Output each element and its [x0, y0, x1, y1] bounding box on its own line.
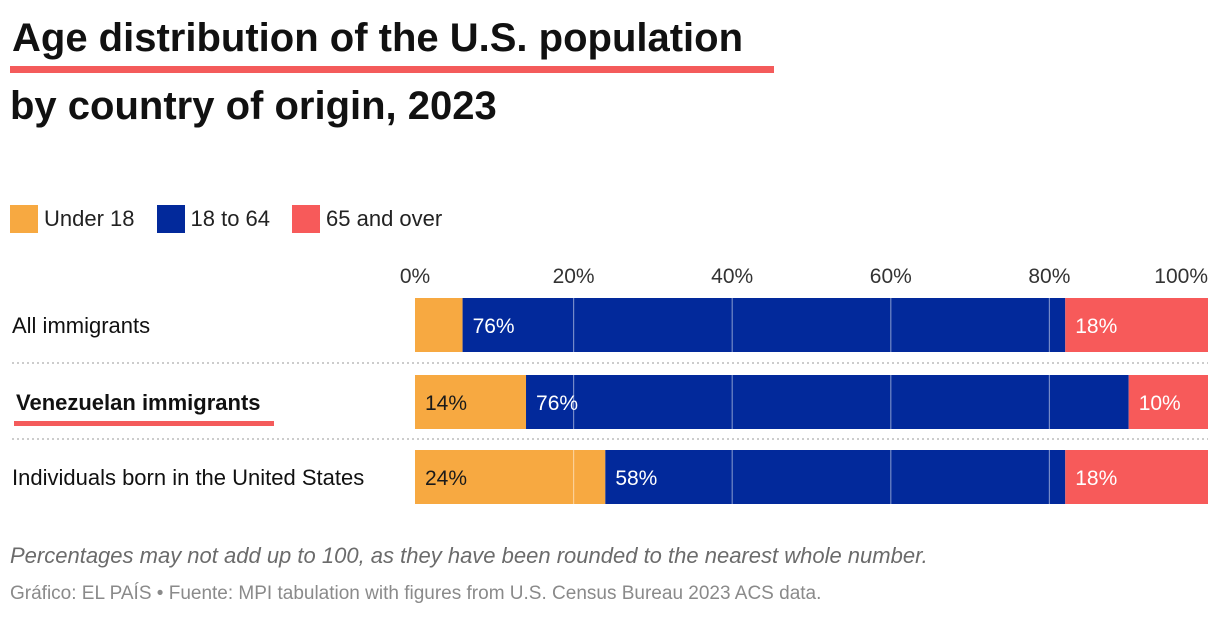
chart-title-line-1: Age distribution of the U.S. population: [12, 16, 744, 60]
category-highlight-underline: [14, 421, 274, 426]
category-label-individuals-born-in-the-united-states: Individuals born in the United States: [12, 465, 364, 490]
legend-swatch-18-to-64: [156, 205, 185, 233]
data-label-venezuelan-immigrants-65-and-over: 10%: [1139, 392, 1181, 415]
x-tick-label-100: 100%: [1154, 265, 1208, 288]
source-credit: Gráfico: EL PAÍS • Fuente: MPI tabulatio…: [10, 583, 822, 604]
bar-segment-individuals-born-in-the-united-states-18-to-64: [605, 450, 1066, 504]
x-tick-label-20: 20%: [553, 265, 595, 288]
data-label-individuals-born-in-the-united-states-18-to-64: 58%: [615, 467, 657, 490]
category-label-all-immigrants: All immigrants: [12, 313, 150, 338]
bar-segment-all-immigrants-under-18: [415, 298, 463, 352]
bar-segment-individuals-born-in-the-united-states-65-and-over: [1065, 450, 1208, 504]
legend-swatch-65-and-over: [292, 205, 321, 233]
footnote: Percentages may not add up to 100, as th…: [10, 543, 928, 568]
data-label-individuals-born-in-the-united-states-under-18: 24%: [425, 467, 467, 490]
legend-item-18-to-64: 18 to 64: [156, 205, 271, 233]
legend-label-65-and-over: 65 and over: [326, 206, 443, 231]
data-label-all-immigrants-18-to-64: 76%: [473, 315, 515, 338]
data-label-venezuelan-immigrants-18-to-64: 76%: [536, 392, 578, 415]
x-tick-label-0: 0%: [400, 265, 430, 288]
bar-segment-all-immigrants-18-to-64: [462, 298, 1066, 352]
data-label-individuals-born-in-the-united-states-65-and-over: 18%: [1075, 467, 1117, 490]
bar-segment-venezuelan-immigrants-65-and-over: [1128, 375, 1208, 429]
x-tick-label-60: 60%: [870, 265, 912, 288]
legend-item-under-18: Under 18: [10, 205, 135, 233]
legend-label-under-18: Under 18: [44, 206, 135, 231]
category-label-venezuelan-immigrants: Venezuelan immigrants: [16, 390, 261, 415]
bar-segment-venezuelan-immigrants-18-to-64: [526, 375, 1129, 429]
legend-label-18-to-64: 18 to 64: [190, 206, 271, 231]
legend-item-65-and-over: 65 and over: [292, 205, 442, 233]
chart-title-line-2: by country of origin, 2023: [10, 84, 497, 128]
x-tick-label-80: 80%: [1028, 265, 1070, 288]
data-label-venezuelan-immigrants-under-18: 14%: [425, 392, 467, 415]
title-underline: [10, 66, 774, 73]
bar-segment-venezuelan-immigrants-under-18: [415, 375, 527, 429]
legend-swatch-under-18: [10, 205, 38, 233]
bar-segment-all-immigrants-65-and-over: [1065, 298, 1208, 352]
legend: Under 18 18 to 64 65 and over: [10, 205, 464, 233]
x-tick-label-40: 40%: [711, 265, 753, 288]
bar-segment-individuals-born-in-the-united-states-under-18: [415, 450, 606, 504]
data-label-all-immigrants-65-and-over: 18%: [1075, 315, 1117, 338]
